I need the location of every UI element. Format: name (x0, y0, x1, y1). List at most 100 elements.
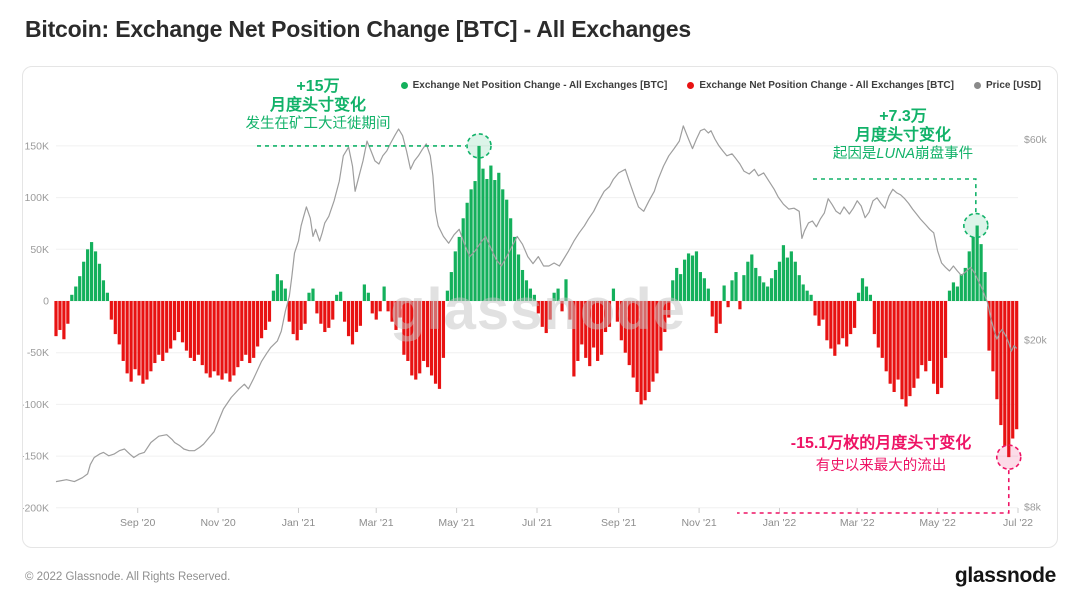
net-position-bar[interactable] (592, 301, 596, 348)
net-position-bar[interactable] (928, 301, 932, 361)
net-position-bar[interactable] (983, 272, 987, 301)
net-position-bar[interactable] (82, 261, 86, 301)
callout-circle-luna-crash[interactable] (963, 212, 989, 239)
net-position-bar[interactable] (394, 301, 398, 330)
net-position-bar[interactable] (801, 284, 805, 301)
net-position-bar[interactable] (750, 254, 754, 301)
net-position-bar[interactable] (157, 301, 161, 355)
net-position-bar[interactable] (781, 245, 786, 301)
net-position-bar[interactable] (208, 301, 212, 378)
net-position-bar[interactable] (789, 251, 793, 301)
net-position-bar[interactable] (564, 279, 568, 301)
net-position-bar[interactable] (204, 301, 208, 374)
net-position-bar[interactable] (228, 301, 232, 382)
net-position-bar[interactable] (880, 301, 884, 358)
net-position-bar[interactable] (939, 301, 944, 388)
net-position-bar[interactable] (176, 301, 181, 333)
net-position-bar[interactable] (200, 301, 204, 366)
net-position-bar[interactable] (568, 301, 572, 320)
net-position-bar[interactable] (904, 301, 908, 407)
net-position-bar[interactable] (540, 301, 544, 327)
net-position-bar[interactable] (758, 276, 762, 301)
net-position-bar[interactable] (327, 301, 331, 328)
net-position-bar[interactable] (920, 301, 924, 366)
net-position-bar[interactable] (544, 301, 548, 334)
net-position-bar[interactable] (386, 301, 390, 312)
net-position-bar[interactable] (89, 242, 94, 301)
net-position-bar[interactable] (153, 301, 157, 364)
net-position-bar[interactable] (718, 301, 722, 324)
net-position-bar[interactable] (406, 301, 410, 361)
net-position-bar[interactable] (248, 301, 252, 364)
net-position-bar[interactable] (876, 301, 880, 348)
net-position-bar[interactable] (319, 301, 323, 324)
net-position-bar[interactable] (651, 301, 655, 382)
net-position-bar[interactable] (979, 244, 983, 301)
net-position-bar[interactable] (133, 301, 137, 370)
net-position-bar[interactable] (682, 259, 687, 301)
net-position-bar[interactable] (275, 274, 279, 301)
net-position-bar[interactable] (311, 288, 315, 301)
net-position-bar[interactable] (722, 285, 726, 301)
net-position-bar[interactable] (690, 255, 695, 301)
net-position-bar[interactable] (754, 267, 758, 301)
net-position-bar[interactable] (536, 301, 540, 314)
net-position-bar[interactable] (169, 301, 173, 349)
net-position-bar[interactable] (259, 301, 264, 339)
net-position-bar[interactable] (702, 278, 706, 301)
net-position-bar[interactable] (627, 301, 631, 366)
net-position-bar[interactable] (603, 301, 608, 333)
net-position-bar[interactable] (738, 301, 742, 310)
net-position-bar[interactable] (679, 274, 683, 301)
net-position-bar[interactable] (141, 301, 145, 384)
net-position-bar[interactable] (785, 257, 789, 301)
net-position-bar[interactable] (746, 261, 750, 301)
legend-item-netposition-negative[interactable]: Exchange Net Position Change - All Excha… (687, 80, 954, 91)
net-position-bar[interactable] (777, 261, 782, 301)
net-position-bar[interactable] (216, 301, 220, 376)
net-position-bar[interactable] (837, 301, 841, 345)
net-position-bar[interactable] (93, 251, 98, 301)
net-position-bar[interactable] (240, 301, 244, 361)
net-position-bar[interactable] (315, 301, 319, 314)
net-position-bar[interactable] (769, 278, 774, 301)
net-position-bar[interactable] (647, 301, 651, 392)
net-position-bar[interactable] (70, 294, 74, 301)
net-position-bar[interactable] (62, 301, 66, 340)
net-position-bar[interactable] (402, 301, 406, 355)
net-position-bar[interactable] (896, 301, 900, 380)
net-position-bar[interactable] (955, 286, 959, 301)
net-position-bar[interactable] (121, 301, 125, 361)
net-position-bar[interactable] (224, 301, 228, 374)
net-position-bar[interactable] (473, 181, 477, 301)
net-position-bar[interactable] (105, 292, 109, 301)
net-position-bar[interactable] (236, 301, 240, 368)
net-position-bar[interactable] (339, 291, 343, 301)
net-position-bar[interactable] (117, 301, 121, 345)
net-position-bar[interactable] (244, 301, 248, 355)
net-position-bar[interactable] (908, 301, 912, 397)
net-position-bar[interactable] (548, 301, 552, 320)
net-position-bar[interactable] (509, 218, 513, 301)
net-position-bar[interactable] (173, 301, 177, 341)
net-position-bar[interactable] (987, 301, 991, 351)
net-position-bar[interactable] (576, 301, 580, 361)
net-position-bar[interactable] (323, 301, 327, 333)
net-position-bar[interactable] (762, 282, 766, 301)
net-position-bar[interactable] (588, 301, 592, 367)
net-position-bar[interactable] (659, 301, 663, 351)
net-position-bar[interactable] (382, 286, 386, 301)
net-position-bar[interactable] (184, 301, 189, 351)
net-position-bar[interactable] (97, 263, 102, 301)
net-position-bar[interactable] (773, 269, 778, 301)
net-position-bar[interactable] (924, 301, 928, 372)
net-position-bar[interactable] (307, 292, 311, 301)
net-position-bar[interactable] (860, 278, 865, 301)
net-position-bar[interactable] (845, 301, 849, 347)
net-position-bar[interactable] (635, 301, 639, 392)
net-position-bar[interactable] (418, 301, 422, 374)
net-position-bar[interactable] (852, 301, 857, 328)
net-position-bar[interactable] (252, 301, 256, 358)
net-position-bar[interactable] (441, 301, 446, 358)
net-position-bar[interactable] (212, 301, 216, 372)
